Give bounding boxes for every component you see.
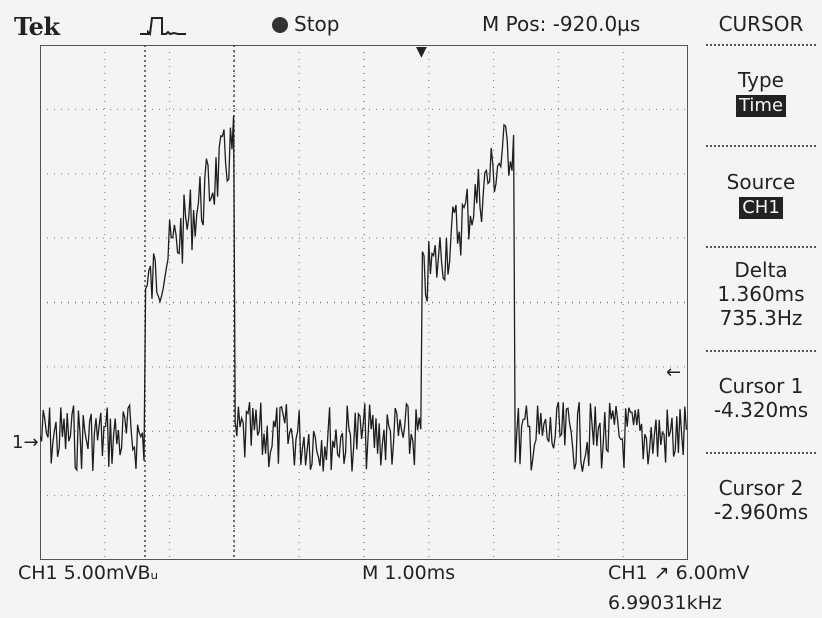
menu-divider: [706, 145, 816, 147]
channel-1-ground-marker-icon: 1→: [12, 432, 39, 453]
run-state-label: Stop: [294, 12, 340, 36]
menu-divider: [706, 246, 816, 248]
menu-item-type[interactable]: Type Time: [700, 68, 822, 117]
timebase-readout: M 1.00ms: [362, 562, 456, 584]
cursor-2-label: Cursor 2: [718, 476, 804, 500]
delta-label: Delta: [734, 258, 788, 282]
run-state-icon: [272, 17, 288, 33]
type-value: Time: [735, 95, 787, 117]
trigger-level-marker-icon: ←: [666, 362, 682, 383]
cursor-1-value: -4.320ms: [713, 398, 809, 422]
cursor-2-value: -2.960ms: [713, 500, 809, 524]
frequency-readout: 6.99031kHz: [608, 592, 722, 614]
trigger-position-marker-icon: ▼: [416, 44, 427, 60]
cursor-1-label: Cursor 1: [718, 374, 804, 398]
type-label: Type: [738, 68, 784, 92]
source-value: CH1: [739, 197, 783, 219]
channel-1-trace: [40, 115, 688, 472]
menu-item-delta: Delta 1.360ms 735.3Hz: [700, 258, 822, 330]
menu-title: CURSOR: [718, 12, 804, 36]
menu-item-source[interactable]: Source CH1: [700, 170, 822, 219]
menu-divider: [706, 350, 816, 352]
pulse-trigger-icon: [140, 17, 186, 37]
menu-item-cursor-2[interactable]: Cursor 2 -2.960ms: [700, 476, 822, 524]
menu-item-cursor-1[interactable]: Cursor 1 -4.320ms: [700, 374, 822, 422]
waveform-display[interactable]: [40, 45, 688, 560]
trigger-readout: CH1 ↗ 6.00mV: [608, 562, 750, 584]
cursor-side-menu: CURSOR Type Time Source CH1 Delta 1.360m…: [700, 0, 822, 560]
menu-divider: [706, 452, 816, 454]
brand-logo: Tek: [14, 12, 60, 41]
graticule: [40, 45, 688, 560]
source-label: Source: [726, 170, 796, 194]
menu-divider: [706, 44, 816, 46]
horizontal-position-readout: M Pos: -920.0µs: [482, 12, 641, 36]
delta-time-value: 1.360ms: [717, 282, 805, 306]
channel-1-scale-readout: CH1 5.00mVBᵤ: [18, 562, 159, 584]
delta-frequency-value: 735.3Hz: [719, 306, 803, 330]
